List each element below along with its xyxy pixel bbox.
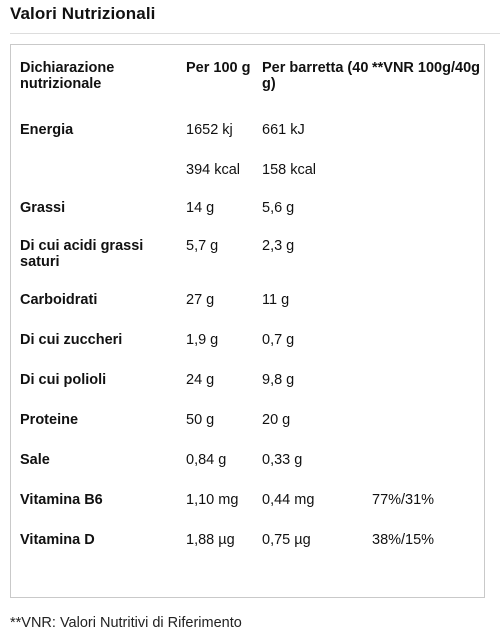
table-row-carboidrati: Carboidrati 27 g 11 g [20, 292, 482, 332]
nutrition-table: Dichiarazione nutrizionale Per 100 g Per… [20, 60, 482, 572]
nutrition-table-container: Dichiarazione nutrizionale Per 100 g Per… [10, 44, 485, 598]
value-per-bar: 0,33 g [262, 452, 303, 468]
value-per-100g: 1,10 mg [186, 492, 239, 508]
nutrient-name: Proteine [20, 412, 79, 428]
value-per-bar: 158 kcal [262, 162, 317, 178]
value-per-bar: 11 g [262, 292, 290, 308]
value-vnr [372, 412, 482, 452]
table-row-grassi: Grassi 14 g 5,6 g [20, 200, 482, 238]
table-header-row: Dichiarazione nutrizionale Per 100 g Per… [20, 60, 482, 122]
header-vnr: **VNR 100g/40g [372, 60, 480, 76]
value-per-bar: 0,75 µg [262, 532, 311, 548]
nutrient-name: Vitamina D [20, 532, 95, 548]
value-vnr [372, 162, 482, 200]
value-per-100g: 394 kcal [186, 162, 241, 178]
value-vnr [372, 332, 482, 372]
nutrient-name: Di cui zuccheri [20, 332, 123, 348]
table-row-acidi-grassi-saturi: Di cui acidi grassi saturi 5,7 g 2,3 g [20, 238, 482, 292]
vnr-footnote: **VNR: Valori Nutritivi di Riferimento [10, 615, 242, 631]
value-per-bar: 20 g [262, 412, 291, 428]
value-per-bar: 0,7 g [262, 332, 295, 348]
header-per-100g: Per 100 g [186, 60, 251, 76]
nutrient-name: Di cui acidi grassi saturi [20, 238, 144, 270]
table-row-vitamina-d: Vitamina D 1,88 µg 0,75 µg 38%/15% [20, 532, 482, 572]
value-per-bar: 0,44 mg [262, 492, 315, 508]
table-row-sale: Sale 0,84 g 0,33 g [20, 452, 482, 492]
nutrient-name: Energia [20, 122, 74, 138]
value-per-100g: 50 g [186, 412, 215, 428]
table-row-vitamina-b6: Vitamina B6 1,10 mg 0,44 mg 77%/31% [20, 492, 482, 532]
nutrient-name: Sale [20, 452, 50, 468]
table-row-proteine: Proteine 50 g 20 g [20, 412, 482, 452]
nutrient-name: Di cui polioli [20, 372, 107, 388]
table-row-energia: Energia 1652 kj 661 kJ [20, 122, 482, 162]
value-per-bar: 5,6 g [262, 200, 295, 216]
header-per-bar: Per barretta (40 g) [262, 60, 369, 92]
value-per-bar: 661 kJ [262, 122, 305, 138]
value-vnr [372, 452, 482, 492]
table-row-energia-kcal: 394 kcal 158 kcal [20, 162, 482, 200]
value-vnr [372, 200, 482, 238]
value-per-100g: 5,7 g [186, 238, 219, 254]
section-title: Valori Nutrizionali [10, 4, 156, 23]
title-divider [10, 33, 500, 34]
value-per-bar: 9,8 g [262, 372, 295, 388]
value-per-100g: 1,9 g [186, 332, 219, 348]
nutrient-name: Grassi [20, 200, 66, 216]
header-declaration: Dichiarazione nutrizionale [20, 60, 115, 92]
table-row-polioli: Di cui polioli 24 g 9,8 g [20, 372, 482, 412]
value-per-100g: 27 g [186, 292, 215, 308]
value-per-100g: 1,88 µg [186, 532, 235, 548]
value-vnr: 38%/15% [372, 532, 435, 548]
value-per-100g: 14 g [186, 200, 215, 216]
nutrient-name [20, 162, 186, 200]
value-vnr [372, 292, 482, 332]
value-vnr [372, 238, 482, 292]
value-vnr [372, 372, 482, 412]
value-per-100g: 0,84 g [186, 452, 227, 468]
value-per-100g: 1652 kj [186, 122, 233, 138]
nutrient-name: Carboidrati [20, 292, 98, 308]
value-vnr [372, 122, 482, 162]
nutrient-name: Vitamina B6 [20, 492, 103, 508]
value-vnr: 77%/31% [372, 492, 435, 508]
table-row-zuccheri: Di cui zuccheri 1,9 g 0,7 g [20, 332, 482, 372]
value-per-bar: 2,3 g [262, 238, 295, 254]
value-per-100g: 24 g [186, 372, 215, 388]
